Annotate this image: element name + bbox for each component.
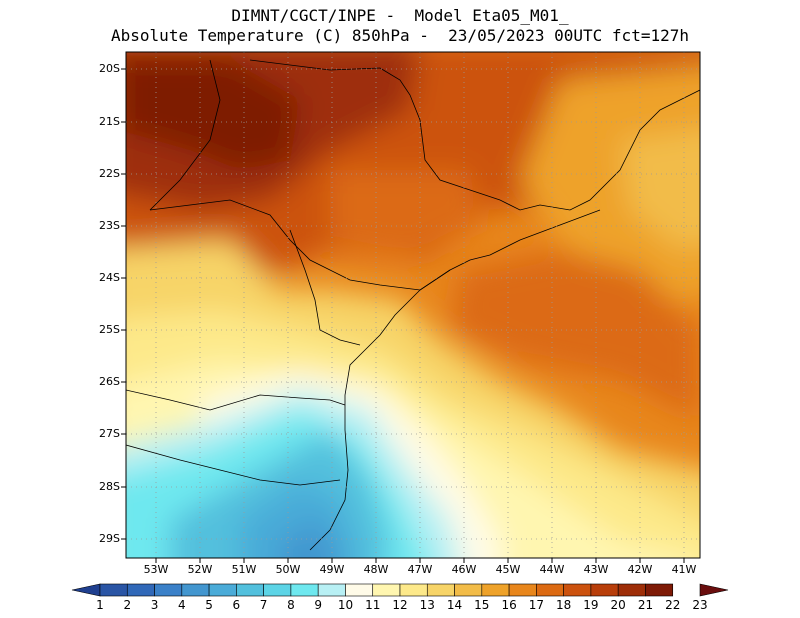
- lon-label: 47W: [407, 563, 433, 576]
- lat-label: 25S: [99, 323, 120, 336]
- coastline-borders: [126, 59, 700, 551]
- lon-label: 46W: [451, 563, 477, 576]
- lon-label: 48W: [363, 563, 389, 576]
- chart-title-line1: DIMNT/CGCT/INPE - Model Eta05_M01_: [231, 6, 569, 25]
- lon-label: 51W: [231, 563, 257, 576]
- lon-label: 41W: [671, 563, 697, 576]
- colorbar-label: 5: [205, 598, 213, 612]
- temperature-field: [126, 52, 700, 558]
- colorbar-label: 10: [337, 598, 354, 612]
- colorbar-cell: [181, 583, 210, 597]
- colorbar-label: 11: [365, 598, 381, 612]
- colorbar-label: 17: [528, 598, 544, 612]
- colorbar-cell: [345, 583, 374, 597]
- lat-label: 22S: [99, 167, 120, 180]
- colorbar-label: 20: [610, 598, 626, 612]
- colorbar-cell: [263, 583, 292, 597]
- colorbar-label: 3: [150, 598, 159, 612]
- map-frame: [125, 51, 701, 559]
- lat-label: 26S: [99, 375, 120, 388]
- lon-label: 42W: [627, 563, 653, 576]
- lat-label: 27S: [99, 427, 120, 440]
- colorbar-label: 7: [259, 598, 268, 612]
- lon-label: 44W: [539, 563, 565, 576]
- lat-label: 29S: [99, 532, 120, 545]
- colorbar-cell: [208, 583, 237, 597]
- lon-label: 45W: [495, 563, 521, 576]
- colorbar-label: 15: [474, 598, 490, 612]
- grid-lines: [126, 52, 700, 558]
- colorbar-cell: [317, 583, 346, 597]
- colorbar-label: 4: [177, 598, 186, 612]
- colorbar-cell: [372, 583, 401, 597]
- chart-title-line2: Absolute Temperature (C) 850hPa - 23/05/…: [111, 26, 689, 45]
- colorbar-cell: [536, 583, 564, 597]
- colorbar-cell: [617, 583, 646, 597]
- colorbar-label: 9: [314, 598, 322, 612]
- colorbar-label: 14: [446, 598, 463, 612]
- colorbar-cell: [426, 583, 455, 597]
- colorbar-label: 12: [392, 598, 408, 612]
- lat-label: 28S: [99, 480, 120, 493]
- colorbar-label: 19: [583, 598, 599, 612]
- colorbar-cell: [126, 583, 155, 597]
- lat-label: 21S: [99, 115, 120, 128]
- lat-label: 23S: [99, 219, 120, 232]
- colorbar-cell: [236, 583, 264, 597]
- colorbar-cell: [154, 583, 183, 597]
- colorbar-cell: [590, 583, 619, 597]
- colorbar-label: 6: [232, 598, 241, 612]
- colorbar-cell: [290, 583, 319, 597]
- lon-label: 53W: [143, 563, 169, 576]
- colorbar-label: 18: [555, 598, 572, 612]
- colorbar-label: 2: [123, 598, 132, 612]
- colorbar-label: 13: [419, 598, 435, 612]
- colorbar-cell: [71, 583, 101, 597]
- colorbar-label: 21: [637, 598, 654, 612]
- colorbar-label: 8: [287, 598, 295, 612]
- colorbar-cell: [563, 583, 592, 597]
- colorbar-cell: [508, 583, 537, 597]
- colorbar-cell: [645, 583, 674, 597]
- colorbar-label: 22: [665, 598, 681, 612]
- lat-label: 24S: [99, 271, 120, 284]
- colorbar-label: 16: [501, 598, 517, 612]
- colorbar-cell: [699, 583, 729, 597]
- lon-label: 49W: [319, 563, 345, 576]
- lon-label: 52W: [187, 563, 213, 576]
- colorbar-cell: [454, 583, 483, 597]
- colorbar-cell: [99, 583, 128, 597]
- axis-ticks: [121, 68, 685, 563]
- colorbar: [71, 583, 729, 597]
- lat-label: 20S: [99, 62, 120, 75]
- colorbar-label: 23: [692, 598, 708, 612]
- colorbar-cell: [481, 583, 510, 597]
- lon-label: 50W: [275, 563, 301, 576]
- lon-label: 43W: [583, 563, 609, 576]
- colorbar-label: 1: [96, 598, 104, 612]
- colorbar-cell: [399, 583, 428, 597]
